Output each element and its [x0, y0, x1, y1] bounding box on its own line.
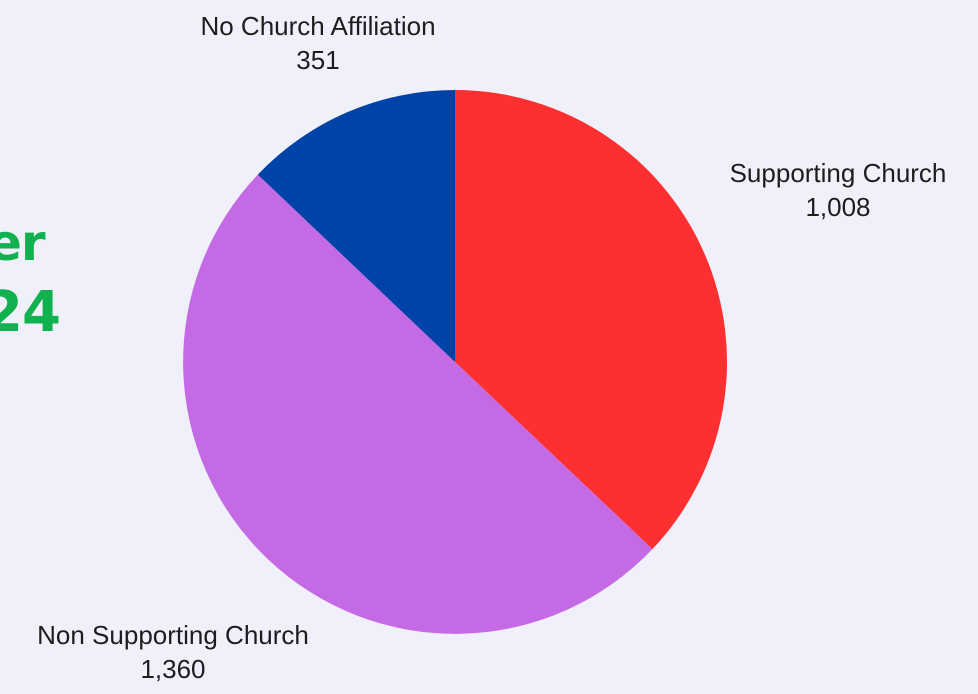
pie-slices	[183, 90, 728, 634]
slice-label-non-supporting-church: Non Supporting Church 1,360	[37, 618, 309, 686]
slice-label-name: Non Supporting Church	[37, 620, 309, 650]
slice-label-value: 1,360	[140, 654, 206, 684]
slice-label-value: 351	[296, 45, 340, 75]
slice-label-supporting-church: Supporting Church 1,008	[730, 156, 947, 224]
pie-slice-supporting-church	[455, 90, 728, 550]
title-fragment-line1: er	[0, 214, 46, 272]
slice-label-name: No Church Affiliation	[200, 11, 436, 41]
pie-slice-no-church-affiliation	[257, 90, 455, 362]
slice-label-no-church-affiliation: No Church Affiliation 351	[200, 9, 435, 77]
pie-slice-non-supporting-church	[183, 174, 653, 634]
slice-label-name: Supporting Church	[729, 158, 947, 188]
title-fragment-line2: 24	[0, 280, 61, 345]
slice-label-value: 1,008	[805, 192, 871, 222]
